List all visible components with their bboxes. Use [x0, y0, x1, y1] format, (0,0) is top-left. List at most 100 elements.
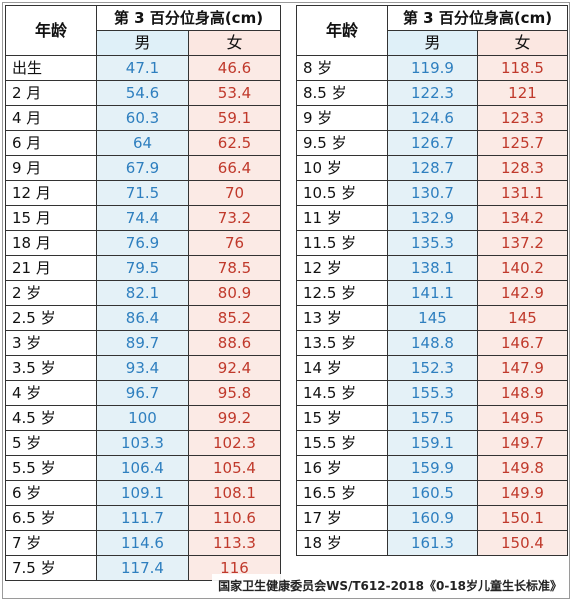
- table-row: 12.5 岁 141.1 142.9: [296, 280, 568, 306]
- female-height-cell: 99.2: [188, 405, 281, 431]
- male-height-cell: 157.5: [387, 405, 478, 431]
- female-height-cell: 108.1: [188, 480, 281, 506]
- female-height-cell: 150.1: [477, 505, 568, 531]
- table-row: 15 月 74.4 73.2: [5, 205, 281, 231]
- age-cell: 5.5 岁: [5, 455, 97, 481]
- table-row: 16 岁 159.9 149.8: [296, 455, 568, 481]
- table-row: 出生 47.1 46.6: [5, 55, 281, 81]
- female-height-cell: 149.5: [477, 405, 568, 431]
- table-row: 12 岁 138.1 140.2: [296, 255, 568, 281]
- table-row: 13.5 岁 148.8 146.7: [296, 330, 568, 356]
- age-cell: 2 岁: [5, 280, 97, 306]
- age-cell: 4 岁: [5, 380, 97, 406]
- age-cell: 16.5 岁: [296, 480, 388, 506]
- table-row: 6 岁 109.1 108.1: [5, 480, 281, 506]
- table-row: 9 月 67.9 66.4: [5, 155, 281, 181]
- table-row: 4 月 60.3 59.1: [5, 105, 281, 131]
- female-height-cell: 92.4: [188, 355, 281, 381]
- table-row: 5.5 岁 106.4 105.4: [5, 455, 281, 481]
- table-row: 16.5 岁 160.5 149.9: [296, 480, 568, 506]
- female-height-cell: 59.1: [188, 105, 281, 131]
- female-height-cell: 131.1: [477, 180, 568, 206]
- male-height-cell: 148.8: [387, 330, 478, 356]
- female-height-cell: 76: [188, 230, 281, 256]
- male-height-cell: 159.1: [387, 430, 478, 456]
- table-row: 4 岁 96.7 95.8: [5, 380, 281, 406]
- percentile-height-header: 第 3 百分位身高(cm): [96, 5, 281, 31]
- female-header: 女: [477, 30, 568, 56]
- male-height-cell: 130.7: [387, 180, 478, 206]
- female-height-cell: 113.3: [188, 530, 281, 556]
- age-cell: 14.5 岁: [296, 380, 388, 406]
- female-header: 女: [188, 30, 281, 56]
- percentile-height-header: 第 3 百分位身高(cm): [387, 5, 568, 31]
- left-table-body: 出生 47.1 46.6 2 月 54.6 53.4 4 月 60.3 59.1 6 月 64 62.…: [5, 55, 281, 581]
- table-row: 8 岁 119.9 118.5: [296, 55, 568, 81]
- left-height-table: 年龄 第 3 百分位身高(cm) 男 女 出生 47.1 46.6 2 月 54.6 53…: [5, 5, 281, 581]
- table-row: 10.5 岁 130.7 131.1: [296, 180, 568, 206]
- female-height-cell: 125.7: [477, 130, 568, 156]
- male-height-cell: 76.9: [96, 230, 189, 256]
- male-height-cell: 132.9: [387, 205, 478, 231]
- male-height-cell: 161.3: [387, 530, 478, 556]
- male-height-cell: 124.6: [387, 105, 478, 131]
- female-height-cell: 62.5: [188, 130, 281, 156]
- female-height-cell: 70: [188, 180, 281, 206]
- female-height-cell: 123.3: [477, 105, 568, 131]
- table-row: 12 月 71.5 70: [5, 180, 281, 206]
- male-height-cell: 160.5: [387, 480, 478, 506]
- table-row: 14 岁 152.3 147.9: [296, 355, 568, 381]
- age-cell: 出生: [5, 55, 97, 81]
- source-watermark: 国家卫生健康委员会WS/T612-2018《0-18岁儿童生长标准》: [212, 574, 568, 597]
- male-height-cell: 64: [96, 130, 189, 156]
- age-cell: 2.5 岁: [5, 305, 97, 331]
- male-height-cell: 109.1: [96, 480, 189, 506]
- age-cell: 9 岁: [296, 105, 388, 131]
- female-height-cell: 105.4: [188, 455, 281, 481]
- female-height-cell: 78.5: [188, 255, 281, 281]
- male-height-cell: 138.1: [387, 255, 478, 281]
- age-cell: 4.5 岁: [5, 405, 97, 431]
- age-cell: 18 月: [5, 230, 97, 256]
- table-row: 6 月 64 62.5: [5, 130, 281, 156]
- male-height-cell: 100: [96, 405, 189, 431]
- female-height-cell: 46.6: [188, 55, 281, 81]
- age-cell: 3 岁: [5, 330, 97, 356]
- male-height-cell: 89.7: [96, 330, 189, 356]
- age-cell: 12 岁: [296, 255, 388, 281]
- male-height-cell: 103.3: [96, 430, 189, 456]
- male-height-cell: 126.7: [387, 130, 478, 156]
- age-cell: 11.5 岁: [296, 230, 388, 256]
- male-height-cell: 54.6: [96, 80, 189, 106]
- female-height-cell: 146.7: [477, 330, 568, 356]
- table-row: 2 月 54.6 53.4: [5, 80, 281, 106]
- female-height-cell: 148.9: [477, 380, 568, 406]
- age-cell: 6.5 岁: [5, 505, 97, 531]
- male-height-cell: 152.3: [387, 355, 478, 381]
- age-cell: 10.5 岁: [296, 180, 388, 206]
- age-cell: 13.5 岁: [296, 330, 388, 356]
- female-height-cell: 145: [477, 305, 568, 331]
- male-height-cell: 141.1: [387, 280, 478, 306]
- age-cell: 17 岁: [296, 505, 388, 531]
- male-height-cell: 145: [387, 305, 478, 331]
- table-row: 7.5 岁 117.4 116: [5, 555, 281, 581]
- female-height-cell: 140.2: [477, 255, 568, 281]
- female-height-cell: 134.2: [477, 205, 568, 231]
- male-height-cell: 111.7: [96, 505, 189, 531]
- male-height-cell: 114.6: [96, 530, 189, 556]
- male-height-cell: 160.9: [387, 505, 478, 531]
- male-height-cell: 128.7: [387, 155, 478, 181]
- age-cell: 15.5 岁: [296, 430, 388, 456]
- table-row: 8.5 岁 122.3 121: [296, 80, 568, 106]
- age-cell: 3.5 岁: [5, 355, 97, 381]
- table-row: 13 岁 145 145: [296, 305, 568, 331]
- age-cell: 9 月: [5, 155, 97, 181]
- right-table-body: 8 岁 119.9 118.5 8.5 岁 122.3 121 9 岁 124.6 123.3 9…: [296, 55, 568, 556]
- female-height-cell: 53.4: [188, 80, 281, 106]
- age-cell: 15 月: [5, 205, 97, 231]
- table-row: 7 岁 114.6 113.3: [5, 530, 281, 556]
- table-row: 2 岁 82.1 80.9: [5, 280, 281, 306]
- female-height-cell: 142.9: [477, 280, 568, 306]
- female-height-cell: 149.7: [477, 430, 568, 456]
